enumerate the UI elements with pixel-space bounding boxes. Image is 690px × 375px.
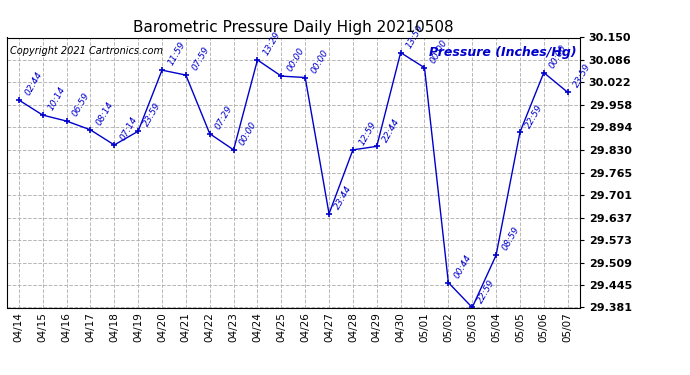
Text: 22:59: 22:59 [476, 278, 497, 305]
Text: 06:59: 06:59 [70, 91, 92, 118]
Text: 00:00: 00:00 [238, 120, 259, 147]
Text: 00:44: 00:44 [453, 253, 473, 280]
Text: 07:14: 07:14 [119, 115, 139, 142]
Text: 23:44: 23:44 [333, 184, 354, 211]
Text: 08:59: 08:59 [500, 225, 521, 252]
Text: 10:14: 10:14 [47, 85, 68, 112]
Text: 00:00: 00:00 [309, 48, 330, 75]
Text: Copyright 2021 Cartronics.com: Copyright 2021 Cartronics.com [10, 46, 163, 56]
Text: 13:29: 13:29 [262, 30, 282, 57]
Text: 08:14: 08:14 [95, 100, 115, 127]
Text: Pressure (Inches/Hg): Pressure (Inches/Hg) [429, 46, 577, 58]
Text: 22:44: 22:44 [381, 117, 402, 144]
Text: 00:00: 00:00 [548, 43, 569, 70]
Text: 07:59: 07:59 [190, 45, 211, 72]
Text: 23:59: 23:59 [572, 63, 593, 90]
Text: 23:59: 23:59 [142, 102, 163, 129]
Title: Barometric Pressure Daily High 20210508: Barometric Pressure Daily High 20210508 [133, 20, 453, 35]
Text: 07:29: 07:29 [214, 104, 235, 131]
Text: 12:59: 12:59 [357, 120, 378, 147]
Text: 00:00: 00:00 [286, 46, 306, 74]
Text: 22:59: 22:59 [524, 102, 545, 129]
Text: 11:59: 11:59 [166, 40, 187, 68]
Text: 13:59: 13:59 [405, 23, 426, 50]
Text: 00:00: 00:00 [428, 38, 449, 65]
Text: 02:44: 02:44 [23, 70, 43, 97]
